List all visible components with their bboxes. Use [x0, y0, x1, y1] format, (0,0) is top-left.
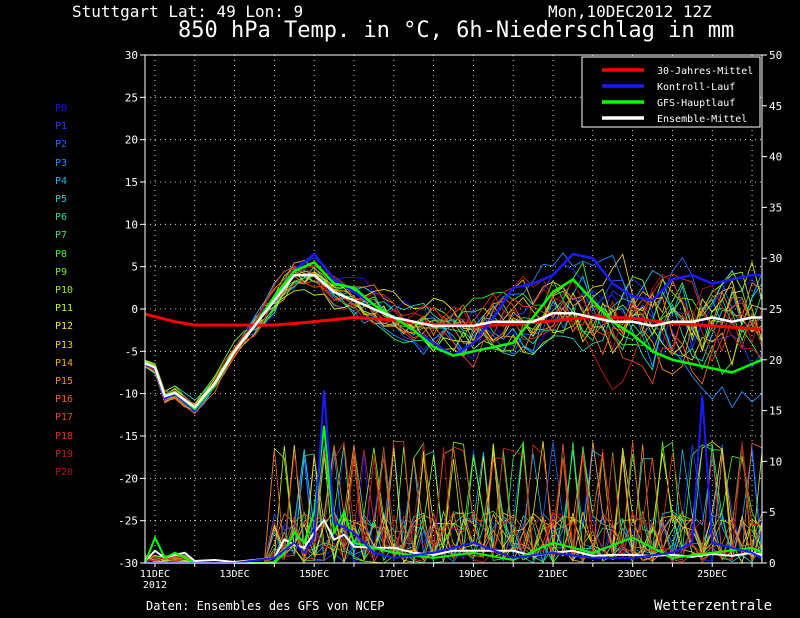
temperature-line	[144, 312, 763, 331]
x-tick-label: 11DEC	[140, 569, 170, 580]
ensemble-member-label: P2	[55, 139, 68, 151]
ensemble-member-label: P19	[55, 448, 74, 460]
x-tick-label: 15DEC	[299, 569, 329, 580]
y-left-tick-label: 30	[125, 49, 138, 62]
y-right-tick-label: 25	[769, 303, 782, 316]
ensemble-member-label: P12	[55, 321, 74, 333]
chart-title: 850 hPa Temp. in °C, 6h-Niederschlag in …	[178, 18, 735, 43]
y-right-tick-label: 10	[769, 455, 782, 468]
y-right-tick-label: 0	[769, 557, 776, 570]
y-right-tick-label: 15	[769, 405, 782, 418]
ensemble-member-label: P3	[55, 157, 68, 169]
model-run-time: Mon,10DEC2012 12Z	[548, 2, 712, 21]
y-left-tick-label: 0	[131, 303, 138, 316]
x-tick-label: 21DEC	[538, 569, 568, 580]
y-left-tick-label: -10	[118, 388, 138, 401]
x-tick-label: 23DEC	[618, 569, 648, 580]
grid-lines	[145, 55, 762, 563]
precipitation-line	[145, 390, 763, 564]
legend-label: Kontroll-Lauf	[657, 82, 735, 93]
ensemble-member-label: P10	[55, 285, 74, 297]
ensemble-member-lines	[144, 252, 763, 565]
y-right-tick-label: 35	[769, 201, 782, 214]
ensemble-member-label: P0	[55, 103, 68, 114]
y-left-tick-label: 25	[125, 91, 138, 104]
member-temperature-line	[144, 270, 763, 409]
plot-frame	[144, 54, 763, 564]
legend-label: 30-Jahres-Mittel	[657, 66, 753, 77]
ensemble-member-label: P17	[55, 412, 74, 424]
y-right-tick-label: 20	[769, 354, 782, 367]
ensemble-member-label: P14	[55, 357, 74, 369]
station-coordinates: Stuttgart Lat: 49 Lon: 9	[72, 2, 304, 21]
member-precipitation-line	[144, 446, 763, 564]
y-left-tick-label: 10	[125, 218, 138, 231]
y-right-tick-label: 5	[769, 506, 776, 519]
member-precipitation-line	[144, 445, 763, 564]
ensemble-member-label: P11	[55, 303, 74, 315]
y-left-tick-label: -25	[118, 515, 138, 528]
y-left-tick-label: 15	[125, 176, 138, 189]
chart-legend: 30-Jahres-Mittel Kontroll-Lauf GFS-Hauptla…	[581, 56, 761, 128]
y-left-tick-label: -30	[118, 557, 138, 570]
member-temperature-line	[144, 265, 763, 409]
member-precipitation-line	[144, 447, 763, 564]
legend-label: GFS-Hauptlauf	[657, 98, 735, 109]
y-left-tick-label: -5	[125, 345, 138, 358]
axes: -30 -25 -20 -15 -10 -5 0 5 10 15 20 25 30 0 5 10 15 20 25 3…	[118, 49, 782, 591]
legend-label: Ensemble-Mittel	[657, 114, 747, 125]
ensemble-member-label: P5	[55, 194, 68, 206]
y-left-tick-label: -20	[118, 472, 138, 485]
y-right-tick-label: 50	[769, 49, 782, 62]
ensemble-member-label: P13	[55, 339, 74, 351]
ensemble-member-label: P8	[55, 248, 68, 260]
ensemble-member-label: P15	[55, 376, 74, 388]
ensemble-member-label: P20	[55, 467, 74, 479]
y-right-tick-label: 40	[769, 151, 782, 164]
ensemble-member-label: P4	[55, 175, 68, 187]
ensemble-member-label: P7	[55, 230, 68, 242]
y-left-tick-label: -15	[118, 430, 138, 443]
x-tick-label: 19DEC	[458, 569, 488, 580]
y-right-tick-label: 45	[769, 100, 782, 113]
ensemble-member-label: P16	[55, 394, 74, 406]
y-left-tick-label: 5	[131, 261, 138, 274]
ensemble-member-label: P1	[55, 121, 68, 133]
publisher-credit: Wetterzentrale	[654, 598, 773, 614]
precipitation-line	[144, 425, 763, 564]
main-series-lines	[144, 252, 763, 564]
x-tick-label: 13DEC	[220, 569, 250, 580]
temperature-line	[144, 252, 762, 412]
ensemble-member-label: P9	[55, 266, 68, 278]
x-tick-label: 17DEC	[379, 569, 409, 580]
y-left-tick-label: 20	[125, 134, 138, 147]
member-temperature-line	[144, 252, 763, 413]
temperature-line	[144, 273, 762, 409]
ensemble-member-label: P18	[55, 430, 74, 442]
y-right-tick-label: 30	[769, 252, 782, 265]
data-source-note: Daten: Ensembles des GFS von NCEP	[146, 599, 385, 613]
member-temperature-line	[144, 268, 763, 408]
x-tick-label: 25DEC	[697, 569, 727, 580]
member-precipitation-line	[144, 446, 763, 564]
ensemble-member-label: P6	[55, 212, 68, 224]
ensemble-member-list: P0 P1 P2 P3 P4 P5 P6 P7 P8 P9 P10 P11 P12 P13 P14 P15 P1…	[55, 100, 73, 482]
member-precipitation-line	[144, 445, 763, 564]
x-tick-label: 2012	[143, 580, 167, 591]
